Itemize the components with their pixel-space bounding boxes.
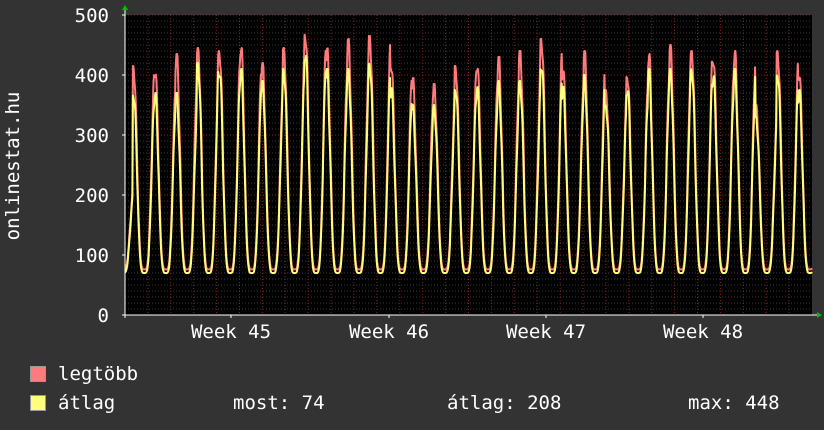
y-tick-labels: 0 100 200 300 400 500: [75, 5, 109, 327]
avg-series-label: átlag: [58, 392, 116, 414]
y-tick-label: 500: [75, 5, 109, 27]
max-series-swatch: [30, 366, 46, 382]
current-value-stat: most: 74: [233, 392, 325, 414]
y-tick-label: 100: [75, 245, 109, 267]
x-tick-label: Week 48: [663, 321, 743, 343]
x-tick-label: Week 46: [349, 321, 429, 343]
x-tick-label: Week 45: [191, 321, 271, 343]
y-tick-label: 0: [98, 305, 109, 327]
max-value-stat: max: 448: [688, 392, 780, 414]
y-tick-label: 400: [75, 65, 109, 87]
max-series-label: legtöbb: [58, 363, 139, 385]
x-axis-arrow: [817, 312, 822, 318]
axes: [122, 5, 822, 318]
legend-entry-avg: átlag most: 74 átlag: 208 max: 448: [30, 392, 810, 414]
y-tick-label: 200: [75, 185, 109, 207]
y-axis-arrow: [122, 5, 128, 10]
y-tick-label: 300: [75, 125, 109, 147]
series-line-avg: [124, 54, 813, 274]
x-tick-label: Week 47: [506, 321, 586, 343]
series-layer: [124, 33, 813, 274]
average-value-stat: átlag: 208: [447, 392, 562, 414]
x-tick-labels: Week 45 Week 46 Week 47 Week 48: [191, 321, 743, 343]
avg-series-swatch: [30, 395, 46, 411]
y-axis-label: onlinestat.hu: [2, 92, 24, 241]
